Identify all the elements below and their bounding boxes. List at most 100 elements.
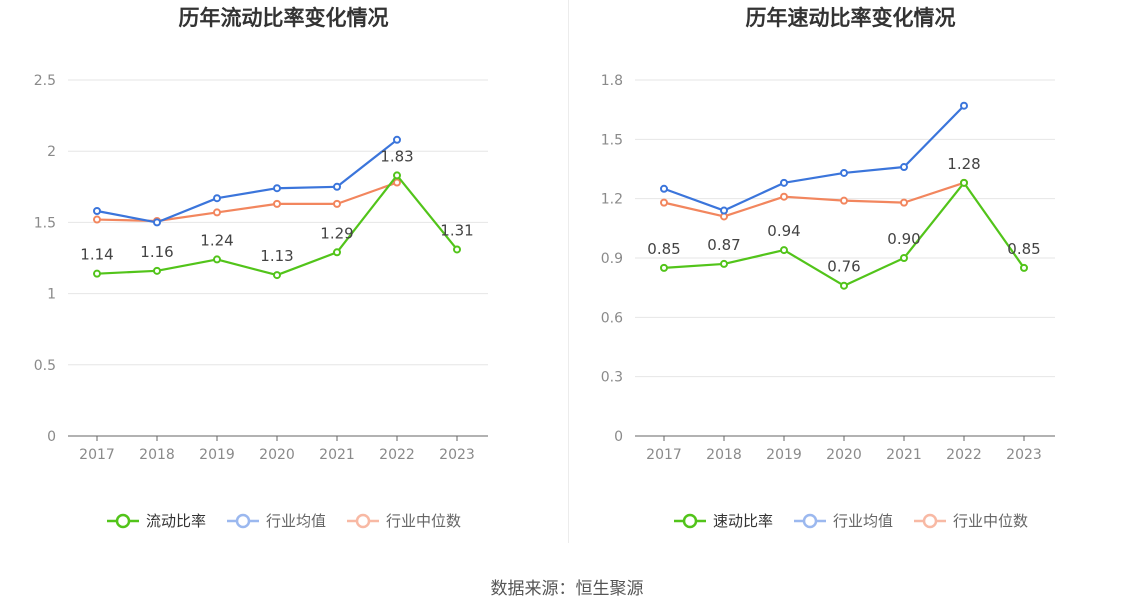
series-point-0: [153, 266, 161, 275]
legend-item[interactable]: 流动比率: [106, 510, 206, 531]
legend-swatch: [673, 513, 706, 528]
series-point-2: [273, 199, 281, 208]
series-point-1: [900, 163, 908, 172]
data-label: 1.13: [260, 247, 293, 265]
series-point-0: [840, 281, 848, 290]
legend-label: 行业中位数: [953, 512, 1029, 530]
current-ratio-chart: 历年流动比率变化情况 0 0.5 1 1.5 2 2.5 2017 2018 2019 2020 2…: [0, 0, 567, 560]
legend-swatch-marker: [682, 513, 698, 528]
x-tick-label: 2017: [646, 447, 682, 463]
x-tick-label: 2021: [886, 447, 922, 463]
series-point-1: [393, 135, 401, 144]
y-tick-label: 0.5: [34, 358, 56, 374]
x-tick-label: 2022: [379, 447, 415, 463]
series-point-1: [273, 184, 281, 193]
y-tick-label: 1.2: [601, 192, 623, 208]
series-point-1: [153, 218, 161, 227]
series-point-2: [900, 198, 908, 207]
legend-swatch-marker: [235, 513, 251, 528]
series-point-2: [213, 208, 221, 217]
legend-label: 速动比率: [712, 512, 773, 530]
data-label: 0.76: [827, 258, 860, 276]
quick-ratio-plot: 0 0.3 0.6 0.9 1.2 1.5 1.8 2017 2018 2019 2020 2021 2…: [601, 73, 1055, 463]
series-point-2: [780, 192, 788, 201]
series-point-2: [333, 199, 341, 208]
legend-swatch: [793, 513, 826, 528]
y-tick-label: 1: [47, 287, 56, 303]
data-label: 1.29: [320, 224, 353, 242]
series-point-1: [720, 206, 728, 215]
series-line-1: [663, 104, 965, 212]
series-line-2: [663, 181, 965, 218]
legend-swatch-marker: [922, 513, 938, 528]
legend-swatch: [347, 513, 379, 528]
legend-item[interactable]: 行业均值: [226, 510, 326, 531]
x-tick-label: 2023: [439, 447, 475, 463]
y-tick-label: 1.5: [34, 215, 56, 231]
series-point-1: [840, 168, 848, 177]
legend-swatch-marker: [355, 513, 371, 528]
quick-ratio-chart: 历年速动比率变化情况 0 0.3 0.6 0.9 1.2 1.5 1.8 2017 2018 20…: [567, 0, 1134, 560]
legend-item[interactable]: 行业中位数: [913, 510, 1028, 531]
series-point-0: [720, 259, 728, 268]
y-tick-label: 0.3: [601, 370, 623, 386]
series-line-2: [96, 181, 398, 223]
x-tick-label: 2023: [1006, 447, 1042, 463]
x-tick-label: 2021: [319, 447, 355, 463]
y-tick-label: 0: [614, 429, 623, 445]
series-point-0: [273, 271, 281, 280]
legend-swatch-marker: [802, 513, 818, 528]
series-point-1: [960, 101, 968, 110]
series-point-1: [333, 182, 341, 191]
series-line-1: [96, 138, 398, 224]
data-source-note: 数据来源：恒生聚源: [490, 579, 644, 599]
x-tick-label: 2017: [79, 447, 115, 463]
series-point-2: [393, 178, 401, 187]
x-tick-label: 2018: [706, 447, 742, 463]
y-tick-label: 2.5: [34, 73, 56, 89]
y-tick-label: 2: [47, 144, 56, 160]
x-tick-label: 2018: [139, 447, 175, 463]
x-tick-label: 2020: [259, 447, 295, 463]
data-label: 0.90: [887, 230, 920, 248]
series-point-0: [333, 248, 341, 257]
series-point-2: [840, 196, 848, 205]
series-point-0: [900, 254, 908, 262]
panel-divider: [568, 0, 569, 543]
data-label: 0.87: [707, 236, 740, 254]
legend-swatch: [106, 513, 139, 528]
legend-swatch: [226, 513, 259, 528]
series-point-0: [213, 255, 221, 264]
y-tick-label: 1.8: [601, 73, 623, 89]
chart-title: 历年速动比率变化情况: [745, 6, 956, 30]
series-point-1: [660, 184, 668, 193]
chart-legend: 速动比率 行业均值 行业中位数: [567, 510, 1134, 531]
data-label: 1.83: [380, 147, 413, 165]
x-tick-label: 2019: [766, 447, 802, 463]
legend-label: 行业中位数: [386, 512, 462, 530]
x-tick-label: 2019: [199, 447, 235, 463]
current-ratio-plot: 0 0.5 1 1.5 2 2.5 2017 2018 2019 2020 2021 2022 2023…: [34, 73, 488, 463]
chart-title: 历年流动比率变化情况: [178, 6, 389, 30]
series-point-0: [93, 269, 101, 278]
legend-item[interactable]: 行业均值: [793, 510, 893, 531]
y-tick-label: 0.6: [601, 310, 623, 326]
data-label: 1.31: [440, 221, 473, 239]
legend-label: 流动比率: [145, 512, 206, 530]
legend-swatch-marker: [115, 513, 131, 528]
legend-item[interactable]: 行业中位数: [346, 510, 461, 531]
legend-label: 行业均值: [832, 512, 893, 530]
legend-label: 行业均值: [265, 512, 326, 530]
series-point-1: [213, 194, 221, 203]
data-label: 0.85: [1007, 240, 1040, 258]
series-point-0: [660, 263, 668, 272]
legend-item[interactable]: 速动比率: [673, 510, 773, 531]
y-tick-label: 0.9: [601, 251, 623, 267]
series-point-1: [93, 207, 101, 216]
data-label: 1.28: [947, 155, 980, 173]
data-label: 1.14: [80, 246, 113, 264]
data-label: 1.16: [140, 243, 173, 261]
series-point-2: [93, 215, 101, 224]
x-tick-label: 2022: [946, 447, 982, 463]
data-label: 1.24: [200, 231, 233, 249]
